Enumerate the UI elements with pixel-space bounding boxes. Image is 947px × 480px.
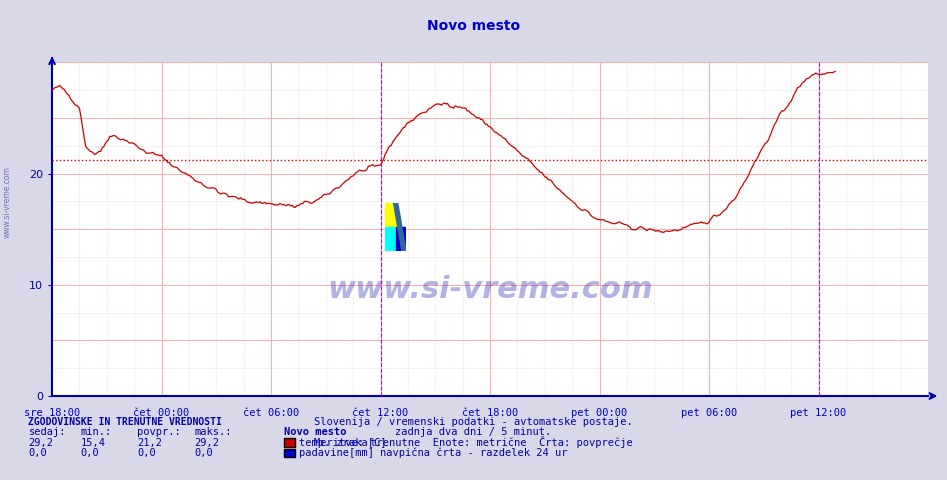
Bar [385, 228, 396, 252]
Text: pet 00:00: pet 00:00 [571, 408, 628, 418]
Text: ZGODOVINSKE IN TRENUTNE VREDNOSTI: ZGODOVINSKE IN TRENUTNE VREDNOSTI [28, 417, 223, 427]
Bar [396, 228, 406, 252]
Text: padavine[mm]: padavine[mm] [299, 448, 374, 458]
Text: zadnja dva dni / 5 minut.: zadnja dva dni / 5 minut. [396, 427, 551, 437]
Text: pet 12:00: pet 12:00 [791, 408, 847, 418]
Text: sre 18:00: sre 18:00 [24, 408, 80, 418]
Text: www.si-vreme.com: www.si-vreme.com [328, 275, 652, 304]
Text: navpična črta - razdelek 24 ur: navpična črta - razdelek 24 ur [380, 448, 567, 458]
Text: 15,4: 15,4 [80, 438, 105, 448]
Text: 0,0: 0,0 [80, 448, 99, 458]
Text: 0,0: 0,0 [28, 448, 47, 458]
Text: Meritve: trenutne  Enote: metrične  Črta: povprečje: Meritve: trenutne Enote: metrične Črta: … [314, 436, 633, 448]
Text: sedaj:: sedaj: [28, 427, 66, 437]
Bar [385, 204, 396, 228]
Text: čet 00:00: čet 00:00 [134, 408, 189, 418]
Text: www.si-vreme.com: www.si-vreme.com [3, 166, 12, 238]
Text: 0,0: 0,0 [137, 448, 156, 458]
Text: 21,2: 21,2 [137, 438, 162, 448]
Text: 0,0: 0,0 [194, 448, 213, 458]
Text: temp. zraka[C]: temp. zraka[C] [299, 438, 386, 448]
Text: 29,2: 29,2 [194, 438, 219, 448]
Text: povpr.:: povpr.: [137, 427, 181, 437]
Text: čet 18:00: čet 18:00 [462, 408, 518, 418]
Text: čet 06:00: čet 06:00 [243, 408, 299, 418]
Text: Novo mesto: Novo mesto [427, 19, 520, 33]
Text: Novo mesto: Novo mesto [284, 427, 347, 437]
Text: min.:: min.: [80, 427, 112, 437]
Text: Slovenija / vremenski podatki - avtomatske postaje.: Slovenija / vremenski podatki - avtomats… [314, 417, 633, 427]
Text: 29,2: 29,2 [28, 438, 53, 448]
Text: čet 12:00: čet 12:00 [352, 408, 409, 418]
Polygon shape [394, 204, 406, 252]
Text: pet 06:00: pet 06:00 [681, 408, 737, 418]
Text: maks.:: maks.: [194, 427, 232, 437]
